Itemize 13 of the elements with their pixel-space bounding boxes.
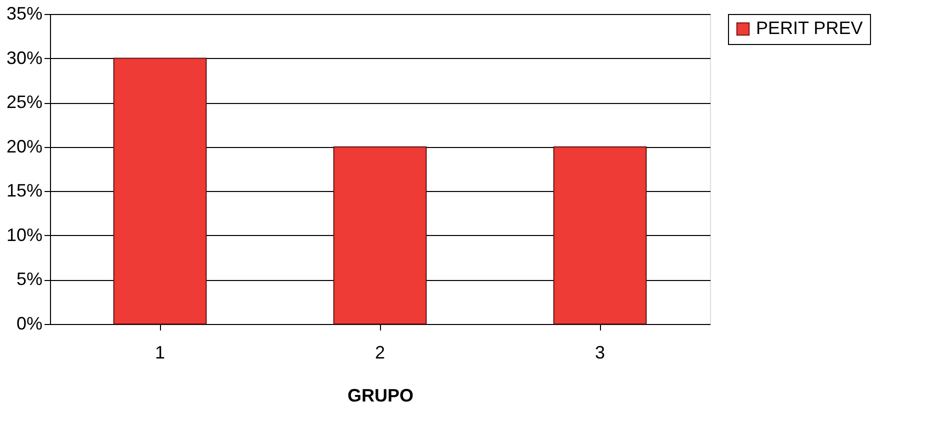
y-tick-label: 25%	[6, 92, 42, 112]
y-tick-label: 15%	[6, 180, 42, 201]
y-tick-label: 5%	[16, 269, 42, 290]
y-tick-label: 10%	[6, 224, 42, 245]
y-tick-label: 30%	[6, 48, 42, 68]
y-tick-label: 0%	[16, 314, 42, 334]
y-tick-label: 35%	[6, 4, 42, 24]
y-tick-label: 20%	[6, 136, 42, 156]
x-axis-title: GRUPO	[347, 386, 414, 406]
x-tick-label: 2	[374, 342, 386, 362]
x-tick-label: 1	[154, 342, 166, 362]
x-tick-label: 3	[594, 342, 606, 362]
legend-label: PERIT PREV	[756, 18, 863, 38]
